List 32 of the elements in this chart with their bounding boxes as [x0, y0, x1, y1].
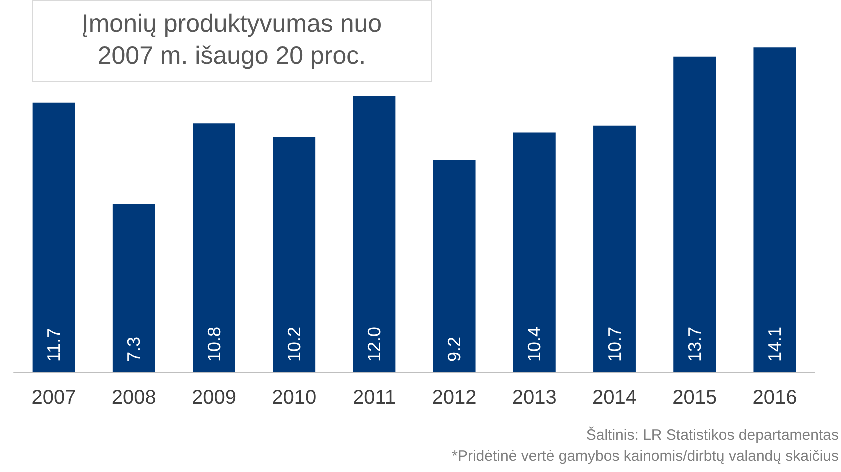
bar [594, 126, 636, 372]
x-tick-label: 2008 [112, 387, 156, 409]
bar [433, 160, 476, 372]
data-label: 9.2 [444, 336, 465, 362]
bar [754, 48, 796, 372]
data-label: 10.4 [524, 326, 545, 362]
bar [273, 137, 316, 372]
data-label: 11.7 [44, 328, 64, 362]
bar [193, 124, 236, 372]
bar [353, 96, 396, 372]
data-label: 10.8 [204, 326, 224, 362]
x-tick-label: 2014 [592, 387, 637, 409]
x-tick-label: 2016 [752, 387, 798, 409]
x-tick-label: 2009 [192, 387, 236, 409]
data-label: 7.3 [124, 336, 144, 362]
data-label: 10.2 [284, 326, 304, 362]
x-tick-label: 2011 [352, 387, 396, 409]
x-tick-label: 2012 [432, 387, 477, 409]
bar [674, 56, 716, 372]
data-label: 10.7 [604, 326, 625, 362]
x-tick-label: 2007 [32, 387, 76, 409]
x-tick-label: 2010 [272, 387, 317, 409]
bar [112, 204, 156, 372]
x-tick-label: 2015 [672, 387, 718, 409]
text: Šaltinis: LR Statistikos departamentas [586, 426, 839, 444]
bar [32, 102, 76, 372]
data-label: 14.1 [764, 326, 785, 362]
data-label: 13.7 [684, 326, 705, 362]
bar [513, 132, 556, 372]
text: *Pridėtinė vertė gamybos kainomis/dirbtų valandų skaičius [452, 448, 839, 465]
data-label: 12.0 [364, 326, 384, 362]
x-tick-label: 2013 [512, 387, 557, 409]
